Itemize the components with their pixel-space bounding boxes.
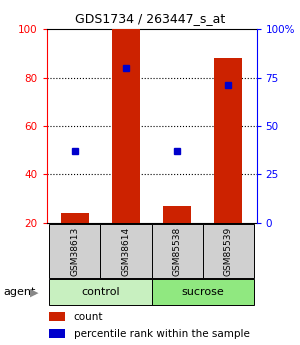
Bar (152, 224, 203, 278)
Bar (49, 312, 65, 321)
Bar (214, 58, 242, 223)
Bar (112, 29, 140, 223)
Text: sucrose: sucrose (181, 287, 224, 297)
Bar (152, 279, 254, 305)
Text: count: count (74, 312, 103, 322)
Text: agent: agent (3, 287, 35, 297)
Bar (61, 213, 89, 223)
Bar (203, 224, 254, 278)
Bar (49, 224, 100, 278)
Text: percentile rank within the sample: percentile rank within the sample (74, 329, 250, 339)
Bar (163, 206, 191, 223)
Text: GSM38614: GSM38614 (122, 226, 130, 276)
Bar (100, 224, 152, 278)
Text: control: control (81, 287, 120, 297)
Text: GDS1734 / 263447_s_at: GDS1734 / 263447_s_at (75, 12, 225, 25)
Bar (49, 279, 152, 305)
Text: GSM85539: GSM85539 (224, 226, 233, 276)
Text: ▶: ▶ (30, 287, 39, 297)
Text: GSM85538: GSM85538 (172, 226, 182, 276)
Text: GSM38613: GSM38613 (70, 226, 79, 276)
Bar (49, 329, 65, 338)
